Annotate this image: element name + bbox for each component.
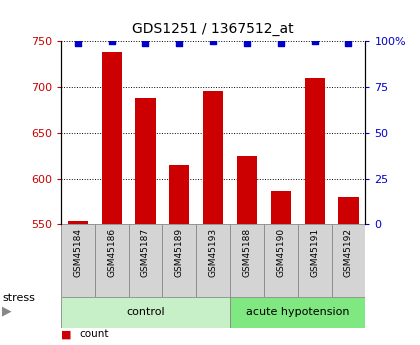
Bar (331, 224, 365, 297)
Bar (102, 52, 122, 224)
Text: GDS1251 / 1367512_at: GDS1251 / 1367512_at (132, 22, 294, 37)
Text: ■: ■ (61, 329, 71, 339)
Text: GSM45188: GSM45188 (242, 228, 252, 277)
Bar (230, 297, 365, 328)
Text: GSM45193: GSM45193 (209, 228, 218, 277)
Text: GSM45191: GSM45191 (310, 228, 319, 277)
Point (244, 40, 250, 46)
Point (311, 39, 318, 44)
Text: stress: stress (2, 294, 35, 303)
Bar (61, 224, 95, 297)
Text: GSM45192: GSM45192 (344, 228, 353, 277)
Point (210, 39, 217, 44)
Bar (135, 98, 156, 224)
Bar (203, 91, 223, 224)
Text: GSM45184: GSM45184 (74, 228, 82, 277)
Point (74, 40, 81, 46)
Text: GSM45187: GSM45187 (141, 228, 150, 277)
Text: GSM45189: GSM45189 (175, 228, 184, 277)
Point (108, 39, 115, 44)
Bar (61, 297, 230, 328)
Bar (169, 165, 189, 224)
Bar (95, 224, 129, 297)
Bar (270, 191, 291, 224)
Text: control: control (126, 307, 165, 317)
Text: GSM45190: GSM45190 (276, 228, 285, 277)
Text: acute hypotension: acute hypotension (246, 307, 349, 317)
Text: ▶: ▶ (2, 304, 12, 317)
Point (176, 40, 183, 46)
Point (345, 40, 352, 46)
Bar (298, 224, 331, 297)
Point (142, 40, 149, 46)
Bar (264, 224, 298, 297)
Bar (237, 156, 257, 224)
Bar (230, 224, 264, 297)
Point (278, 40, 284, 46)
Bar (196, 224, 230, 297)
Bar (304, 78, 325, 224)
Bar (68, 220, 88, 224)
Bar (339, 197, 359, 224)
Text: GSM45186: GSM45186 (107, 228, 116, 277)
Bar (129, 224, 163, 297)
Text: count: count (80, 329, 109, 339)
Bar (163, 224, 196, 297)
